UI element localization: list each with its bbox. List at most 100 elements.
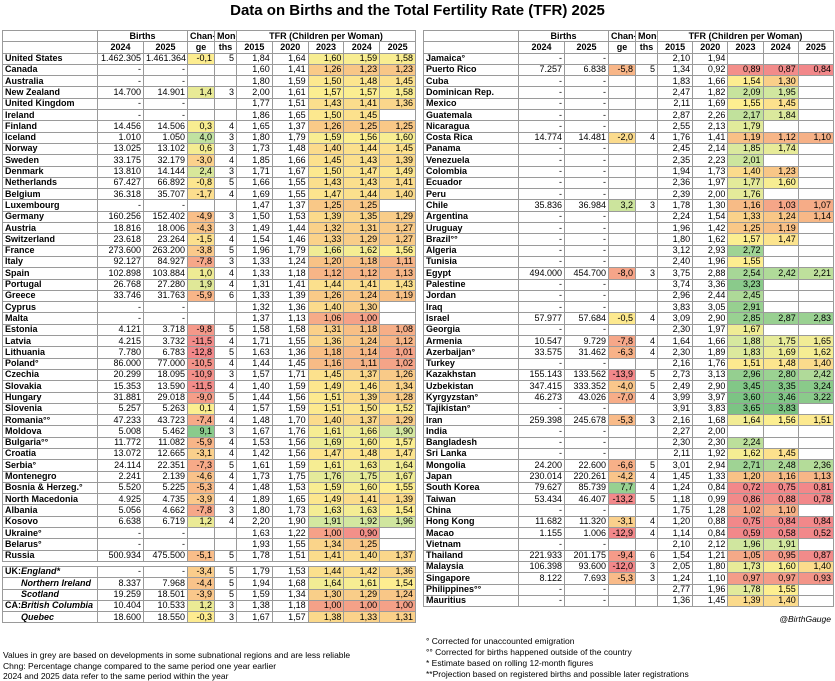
header-cell: 2025 xyxy=(563,41,610,54)
tfr-2020: 1,51 xyxy=(271,549,309,562)
tfr-2020: 2,90 xyxy=(692,380,729,393)
tfr-2024: 1,56 xyxy=(343,131,381,144)
tfr-2025: 1,45 xyxy=(379,142,417,156)
change xyxy=(608,52,637,65)
change: -9,0 xyxy=(187,391,216,404)
months xyxy=(214,199,238,212)
tfr-2024: 1,44 xyxy=(343,142,381,156)
change: -12,9 xyxy=(608,527,637,540)
births-2025: - xyxy=(563,278,610,291)
country: Peru xyxy=(423,188,519,201)
data-row: Austria 18.816 18.006 -4,3 3 1,49 1,44 1,32 1,31… xyxy=(2,222,417,235)
births-2024: 4.925 xyxy=(97,493,144,506)
footnote: °° Corrected for births happened outside… xyxy=(426,647,632,657)
births-2025: - xyxy=(142,565,189,579)
header-cell: Chan- xyxy=(187,29,216,43)
tfr-2023: 1,51 xyxy=(727,357,764,370)
country: Vietnam xyxy=(423,538,519,551)
tfr-2025: 0,52 xyxy=(797,527,834,540)
tfr-2020: 1,33 xyxy=(692,470,729,483)
data-row: Ecuador - -2,36 1,97 1,77 1,60 xyxy=(423,176,834,190)
change xyxy=(608,301,637,314)
tfr-2023: 0,97 xyxy=(727,572,764,585)
tfr-2024: 2,48 xyxy=(762,459,799,472)
tfr-2025: 1,39 xyxy=(379,154,417,167)
data-row: Venezuela - -2,35 2,23 2,01 xyxy=(423,154,834,167)
header-cell xyxy=(2,41,98,54)
change: -9,8 xyxy=(187,323,216,337)
data-row: Finland 14.456 14.506 0,3 4 1,65 1,37 1,26 1,25 1… xyxy=(2,120,417,133)
tfr-2015: 1,71 xyxy=(236,165,273,178)
tfr-2015: 2,11 xyxy=(657,447,694,461)
tfr-2025: 1,24 xyxy=(379,588,417,601)
tfr-2024: 1,16 xyxy=(762,470,799,483)
tfr-2015: 1,78 xyxy=(657,199,694,212)
births-2025: 11.082 xyxy=(142,436,189,449)
change xyxy=(187,527,216,540)
data-row: South Korea 79.627 85.739 7,7 4 1,24 0,84 0,72 0… xyxy=(423,481,834,495)
tfr-2024: 3,83 xyxy=(762,402,799,416)
header-cell xyxy=(423,41,519,54)
country: Singapore xyxy=(423,572,519,585)
months xyxy=(635,188,659,201)
tfr-2025: 1,23 xyxy=(379,63,417,77)
header-cell: TFR (Children per Woman) xyxy=(236,29,417,43)
tfr-2025: 1,34 xyxy=(379,380,417,393)
births-2024: - xyxy=(97,63,144,77)
tfr-2020: 1,21 xyxy=(692,549,729,562)
country: Cuba xyxy=(423,75,519,88)
tfr-2023: 1,59 xyxy=(307,481,345,495)
tfr-2015: 1,80 xyxy=(236,75,273,88)
tfr-2023: 1,40 xyxy=(307,301,345,314)
tfr-2020: 1,45 xyxy=(692,594,729,608)
data-row: Luxembourg - -1,47 1,37 1,25 1,25 xyxy=(2,199,417,212)
header-cell: Births xyxy=(96,29,189,43)
tfr-2025 xyxy=(379,538,417,551)
tfr-2025: 2,42 xyxy=(797,368,834,382)
tfr-2020: 1,10 xyxy=(692,572,729,585)
change: -0,5 xyxy=(608,312,637,325)
tfr-2023: 2,71 xyxy=(727,459,764,472)
country: Malta xyxy=(2,312,98,325)
tfr-2024 xyxy=(762,301,799,314)
tfr-2025 xyxy=(797,447,834,461)
country: Philippines°° xyxy=(423,583,519,596)
change xyxy=(187,97,216,111)
tfr-2020: 1,66 xyxy=(271,154,309,167)
tfr-2025: 1,28 xyxy=(379,391,417,404)
tfr-2023: 1,44 xyxy=(307,565,345,579)
tfr-2025: 1,54 xyxy=(379,504,417,517)
births-2025: 103.884 xyxy=(142,267,189,280)
tfr-2023: 1,30 xyxy=(307,588,345,601)
tfr-2015: 1,48 xyxy=(236,414,273,427)
tfr-2025: 1,13 xyxy=(379,267,417,280)
tfr-2015: 1,76 xyxy=(657,131,694,144)
country: Albania xyxy=(2,504,98,517)
births-2024: 347.415 xyxy=(518,380,565,393)
tfr-2023: 1,76 xyxy=(307,470,345,483)
tfr-2020: 0,99 xyxy=(692,493,729,506)
tfr-2015: 1,47 xyxy=(236,199,273,212)
months: 4 xyxy=(214,278,238,291)
months xyxy=(635,447,659,461)
data-row: Nicaragua - -2,55 2,13 1,79 xyxy=(423,120,834,133)
tfr-2025: 1,27 xyxy=(379,233,417,246)
tfr-2025: 1,12 xyxy=(379,335,417,348)
tfr-2020: 1,96 xyxy=(692,583,729,596)
months xyxy=(635,109,659,122)
country: Tunisia xyxy=(423,255,519,269)
tfr-2023: 1,18 xyxy=(307,346,345,359)
tfr-2025: 1,51 xyxy=(797,414,834,427)
tfr-2015: 2,40 xyxy=(657,255,694,269)
tfr-2015: 1,50 xyxy=(236,210,273,224)
tfr-2015: 1,63 xyxy=(236,527,273,540)
births-2025: 1.461.364 xyxy=(142,52,189,65)
tfr-2020: 2,30 xyxy=(692,436,729,449)
tfr-2023: 1,06 xyxy=(307,312,345,325)
tfr-2023: 1,88 xyxy=(727,335,764,348)
country: South Korea xyxy=(423,481,519,495)
tfr-2023: 1,40 xyxy=(307,414,345,427)
tfr-2024: 1,29 xyxy=(343,588,381,601)
country: Hong Kong xyxy=(423,515,519,529)
months: 3 xyxy=(214,504,238,517)
